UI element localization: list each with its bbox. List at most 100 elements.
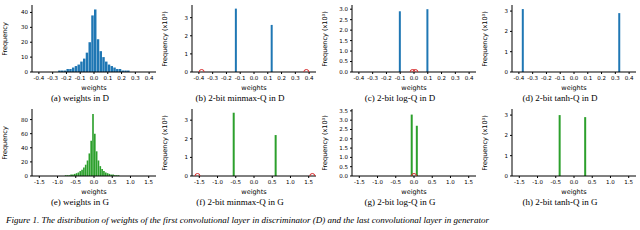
svg-text:1.5: 1.5 [144,179,153,185]
svg-text:-0.3: -0.3 [207,75,218,81]
svg-text:-0.2: -0.2 [221,75,232,81]
svg-text:-1.0: -1.0 [532,179,543,185]
svg-text:-1.5: -1.5 [34,179,45,185]
svg-text:2: 2 [505,28,509,34]
svg-text:-1.0: -1.0 [372,179,383,185]
svg-text:2.0: 2.0 [339,136,348,142]
svg-text:0.1: 0.1 [583,75,592,81]
svg-text:0.5: 0.5 [339,164,348,170]
svg-text:-0.3: -0.3 [47,75,58,81]
svg-text:3.5: 3.5 [339,108,348,114]
svg-text:3: 3 [185,15,189,21]
svg-text:-0.1: -0.1 [235,75,246,81]
svg-text:1.0: 1.0 [126,179,135,185]
svg-text:80: 80 [21,117,28,123]
svg-text:0.0: 0.0 [90,75,99,81]
svg-text:-0.2: -0.2 [541,75,552,81]
svg-text:0.0: 0.0 [339,173,348,179]
svg-text:0.0: 0.0 [250,75,259,81]
svg-text:3: 3 [505,112,509,118]
svg-text:0.1: 0.1 [103,75,112,81]
svg-text:0.1: 0.1 [423,75,432,81]
svg-text:-1.5: -1.5 [354,179,365,185]
svg-text:1.5: 1.5 [624,179,632,185]
svg-text:0.4: 0.4 [305,75,314,81]
svg-text:1.0: 1.0 [339,154,348,160]
svg-text:1: 1 [505,49,509,55]
svg-text:-0.4: -0.4 [194,75,205,81]
svg-text:1.5: 1.5 [304,179,313,185]
svg-text:20: 20 [21,39,28,45]
svg-text:10: 10 [21,54,28,60]
svg-text:0.4: 0.4 [465,75,474,81]
svg-text:0.2: 0.2 [437,75,446,81]
svg-text:1: 1 [185,154,189,160]
svg-text:-0.1: -0.1 [395,75,406,81]
svg-text:2: 2 [505,132,509,138]
svg-text:0.0: 0.0 [250,179,259,185]
svg-text:0: 0 [25,69,29,75]
svg-text:1: 1 [505,153,509,159]
svg-text:-0.1: -0.1 [75,75,86,81]
svg-text:-0.5: -0.5 [230,179,241,185]
svg-text:0.5: 0.5 [108,179,117,185]
svg-text:0: 0 [505,69,509,75]
svg-text:-0.5: -0.5 [70,179,81,185]
svg-text:-0.1: -0.1 [555,75,566,81]
svg-text:-0.3: -0.3 [527,75,538,81]
svg-text:-0.4: -0.4 [514,75,525,81]
svg-text:0.0: 0.0 [339,69,348,75]
svg-text:0.2: 0.2 [117,75,126,81]
svg-text:3.0: 3.0 [339,6,348,12]
svg-text:0.4: 0.4 [145,75,154,81]
svg-text:-1.5: -1.5 [514,179,525,185]
svg-text:-0.2: -0.2 [61,75,72,81]
svg-text:1.5: 1.5 [339,38,348,44]
svg-text:30: 30 [21,24,28,30]
svg-text:0.2: 0.2 [597,75,606,81]
svg-text:-0.5: -0.5 [550,179,561,185]
svg-text:0.4: 0.4 [625,75,632,81]
svg-text:-0.4: -0.4 [34,75,45,81]
svg-text:0.5: 0.5 [428,179,437,185]
svg-text:1.5: 1.5 [464,179,473,185]
svg-text:3: 3 [185,117,189,123]
svg-text:-0.3: -0.3 [367,75,378,81]
svg-text:0: 0 [185,173,189,179]
svg-text:0: 0 [505,173,509,179]
svg-text:1.0: 1.0 [606,179,615,185]
svg-text:0.1: 0.1 [263,75,272,81]
svg-text:1.0: 1.0 [446,179,455,185]
svg-text:0.0: 0.0 [570,179,579,185]
svg-text:-0.2: -0.2 [381,75,392,81]
svg-text:60: 60 [21,131,28,137]
svg-text:0.5: 0.5 [339,58,348,64]
svg-text:-1.0: -1.0 [52,179,63,185]
svg-text:1: 1 [185,51,189,57]
svg-text:0.3: 0.3 [451,75,460,81]
svg-text:1.0: 1.0 [286,179,295,185]
svg-text:0.3: 0.3 [611,75,620,81]
svg-text:1.0: 1.0 [339,48,348,54]
svg-text:0.3: 0.3 [291,75,300,81]
svg-text:3.0: 3.0 [339,117,348,123]
svg-text:-0.4: -0.4 [354,75,365,81]
svg-text:0.5: 0.5 [268,179,277,185]
svg-text:0.2: 0.2 [277,75,286,81]
svg-text:3: 3 [505,8,509,14]
svg-text:2: 2 [185,136,189,142]
svg-text:20: 20 [21,159,28,165]
svg-text:0.5: 0.5 [588,179,597,185]
svg-text:40: 40 [21,145,28,151]
svg-text:-1.0: -1.0 [212,179,223,185]
svg-text:0: 0 [185,69,189,75]
svg-text:2.0: 2.0 [339,27,348,33]
svg-text:0.0: 0.0 [410,179,419,185]
svg-text:0.3: 0.3 [131,75,140,81]
svg-text:2.5: 2.5 [339,17,348,23]
svg-text:1.5: 1.5 [339,145,348,151]
svg-text:0.0: 0.0 [90,179,99,185]
svg-text:0.0: 0.0 [410,75,419,81]
svg-text:2: 2 [185,33,189,39]
svg-text:40: 40 [21,9,28,15]
